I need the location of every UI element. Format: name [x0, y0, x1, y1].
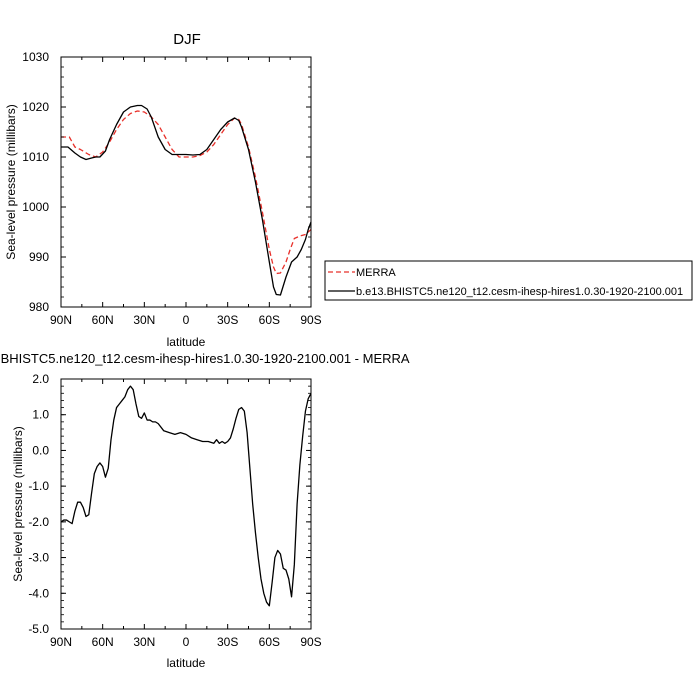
x-tick-label: 60N	[92, 313, 114, 327]
y-axis-label: Sea-level pressure (millibars)	[11, 426, 25, 581]
series-group	[61, 104, 312, 296]
y-tick-label: -5.0	[28, 622, 49, 636]
axis-ticks: 90N 60N 30N 0 30S 60S 90S -5.0 -4.0 -3.0 -2.0 -1.0 0…	[28, 372, 321, 649]
x-axis-label: latitude	[167, 656, 206, 670]
x-tick-label: 60N	[92, 635, 114, 649]
x-tick-label: 0	[183, 313, 190, 327]
chart-title: DJF	[173, 31, 201, 48]
y-tick-label: -4.0	[28, 586, 49, 600]
series-group	[60, 385, 312, 607]
y-tick-label: -2.0	[28, 515, 49, 529]
legend-label-model: b.e13.BHISTC5.ne120_t12.cesm-ihesp-hires…	[356, 286, 683, 298]
y-tick-label: 2.0	[32, 372, 49, 386]
x-tick-label: 90N	[50, 635, 72, 649]
y-tick-label: 0.0	[32, 443, 49, 457]
x-tick-label: 30S	[217, 313, 238, 327]
y-tick-label: 1010	[22, 150, 49, 164]
plot-frame	[60, 378, 312, 630]
x-tick-label: 90N	[50, 313, 72, 327]
x-tick-label: 60S	[259, 313, 280, 327]
chart-title: b.e13.BHISTC5.ne120_t12.cesm-ihesp-hires…	[0, 351, 410, 366]
bottom-chart: b.e13.BHISTC5.ne120_t12.cesm-ihesp-hires…	[0, 351, 410, 670]
axis-ticks: 90N 60N 30N 0 30S 60S 90S 980 990 1000 1010 1020 103…	[22, 50, 321, 327]
top-chart: DJF 90N 60N 30N 0 30S 60S 90S 980 990 1000 1010 102…	[4, 31, 693, 349]
legend-label-merra: MERRA	[356, 267, 396, 279]
y-tick-label: 1030	[22, 50, 49, 64]
x-tick-label: 90S	[300, 635, 321, 649]
model-series-line	[61, 104, 312, 296]
merra-series-line	[61, 110, 312, 275]
x-tick-label: 30N	[133, 635, 155, 649]
y-tick-label: -1.0	[28, 479, 49, 493]
legend-box	[324, 260, 693, 301]
x-tick-label: 30S	[217, 635, 238, 649]
y-axis-label: Sea-level pressure (millibars)	[4, 104, 18, 259]
x-tick-label: 0	[183, 635, 190, 649]
y-tick-label: 1000	[22, 200, 49, 214]
y-tick-label: 1.0	[32, 408, 49, 422]
y-tick-label: 990	[29, 250, 49, 264]
x-axis-label: latitude	[167, 335, 206, 349]
y-tick-label: -3.0	[28, 551, 49, 565]
x-tick-label: 30N	[133, 313, 155, 327]
difference-series-line	[60, 385, 312, 607]
x-tick-label: 60S	[259, 635, 280, 649]
x-tick-label: 90S	[300, 313, 321, 327]
plot-frame	[60, 56, 312, 308]
y-tick-label: 980	[29, 300, 49, 314]
y-tick-label: 1020	[22, 100, 49, 114]
legend: MERRA b.e13.BHISTC5.ne120_t12.cesm-ihesp…	[324, 260, 693, 301]
